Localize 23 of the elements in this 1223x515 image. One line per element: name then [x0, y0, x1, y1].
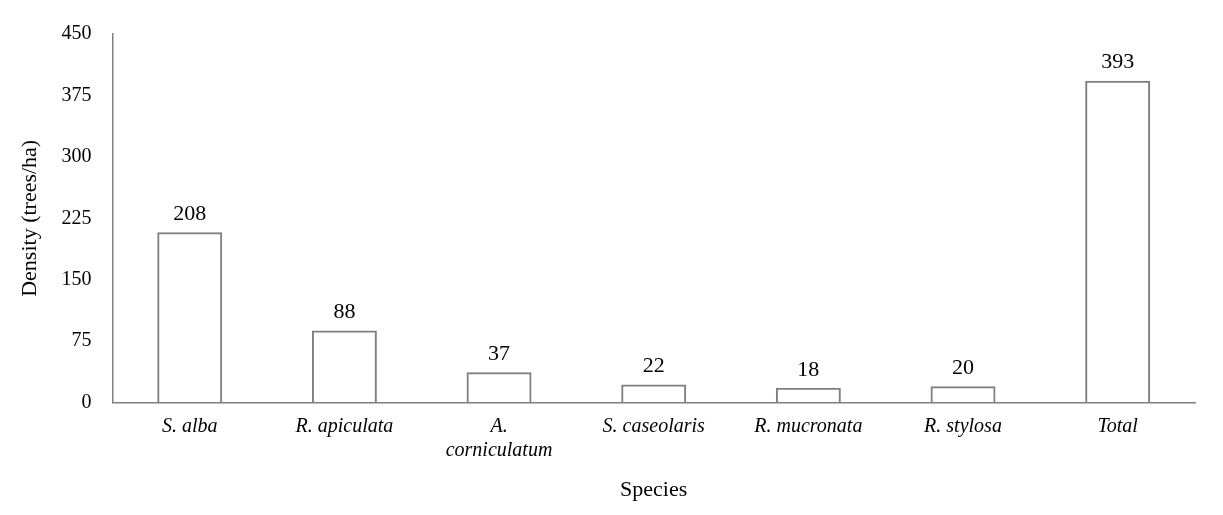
data-label: 37: [488, 340, 511, 366]
y-tick-label: 150: [61, 266, 92, 289]
y-tick-label: 450: [61, 21, 92, 44]
data-label: 393: [1101, 48, 1135, 74]
y-axis-title: Density (trees/ha): [15, 139, 41, 297]
x-axis-title: Species: [620, 475, 688, 501]
x-tick-label: R. mucronata: [753, 413, 863, 436]
x-tick-label: S. alba: [161, 413, 218, 436]
data-label: 20: [952, 354, 975, 379]
y-tick-label: 0: [81, 389, 92, 412]
data-label: 22: [642, 352, 665, 378]
y-tick-label: 375: [61, 82, 92, 105]
x-tick-label: Total: [1097, 413, 1139, 436]
data-label: 18: [797, 355, 820, 381]
data-label: 88: [333, 298, 356, 324]
x-tick-label: S. caseolaris: [602, 413, 706, 436]
x-tick-label: A. corniculatum: [445, 413, 553, 460]
data-label: 208: [173, 200, 207, 226]
y-tick-label: 300: [61, 144, 92, 167]
y-tick-label: 225: [61, 205, 92, 228]
x-tick-label: R. stylosa: [923, 413, 1002, 437]
y-tick-label: 75: [71, 328, 92, 351]
x-tick-label: R. apiculata: [294, 413, 394, 437]
